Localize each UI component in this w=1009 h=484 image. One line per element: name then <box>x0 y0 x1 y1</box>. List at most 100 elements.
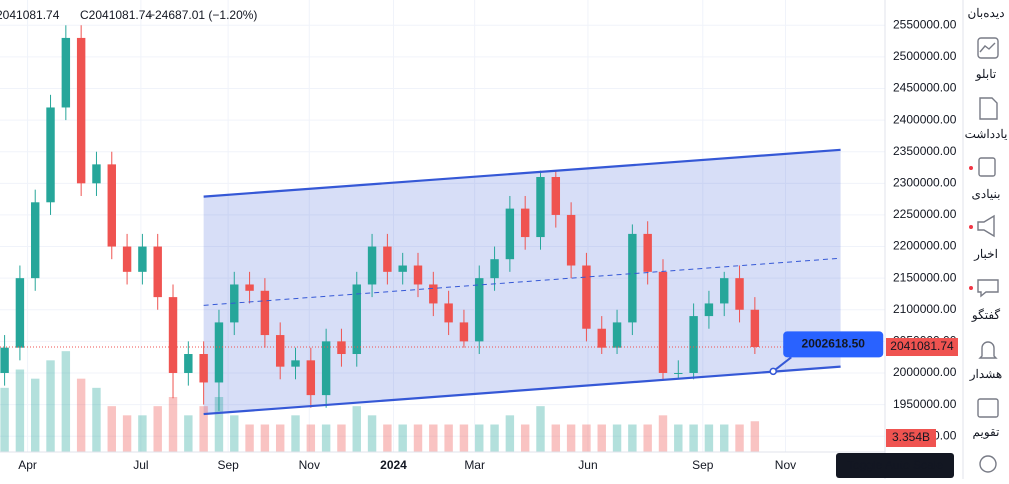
candle-body <box>674 372 683 374</box>
icon[interactable] <box>979 97 998 120</box>
candle-body <box>153 246 162 298</box>
candle-body <box>475 278 484 342</box>
channel-lower <box>203 365 841 416</box>
sidebar-label[interactable]: یادداشت <box>965 127 1008 141</box>
volume-bar <box>612 424 622 452</box>
candle-body <box>76 37 86 184</box>
sidebar-label[interactable]: اخبار <box>973 247 998 261</box>
volume-bar <box>184 415 193 452</box>
volume-bar <box>337 424 346 452</box>
dot <box>969 225 973 229</box>
y-tick-label: 2500000.00 <box>893 49 957 63</box>
volume-bar <box>92 387 101 452</box>
x-tick-label: Mar <box>464 458 485 472</box>
candle-body <box>275 335 285 367</box>
volume-bar <box>750 421 760 452</box>
volume-bar <box>735 424 744 452</box>
candle-body <box>352 284 361 355</box>
volume-bar <box>444 424 453 452</box>
candle-body <box>429 284 438 304</box>
icon[interactable] <box>977 37 999 59</box>
volume-bar <box>275 424 285 452</box>
x-tick-label: Apr <box>18 458 37 472</box>
y-tick-label: 2550000.00 <box>893 17 957 31</box>
tooltip-text: Toggle Auto Scale <box>847 458 943 472</box>
volume-bar <box>291 415 300 452</box>
sidebar-label[interactable]: گفتگو <box>971 308 1001 322</box>
candle-body <box>199 354 208 383</box>
y-tick-label: 2300000.00 <box>893 176 957 190</box>
candle-body <box>459 322 469 342</box>
candle-body <box>168 297 178 373</box>
sidebar-label[interactable]: تابلو <box>975 67 997 81</box>
candle-body <box>306 360 316 396</box>
volume-bar <box>321 424 331 452</box>
candle-body <box>490 259 499 279</box>
icon[interactable] <box>979 455 997 473</box>
volume-bar <box>475 424 484 452</box>
icon[interactable] <box>977 398 999 418</box>
header-value: C2041081.74 <box>80 8 152 22</box>
icon[interactable] <box>977 214 995 238</box>
y-tick-label: 2150000.00 <box>893 270 957 284</box>
volume-bar <box>689 424 698 452</box>
icon[interactable] <box>978 157 996 177</box>
x-tick-label: Jul <box>133 458 148 472</box>
candle-body <box>582 265 591 329</box>
y-tick-label: 1950000.00 <box>893 397 957 411</box>
sidebar-label[interactable]: دیده‌بان <box>967 6 1004 20</box>
candle-body <box>413 265 423 285</box>
candle-body <box>138 246 147 272</box>
volume-bar <box>566 424 576 452</box>
sidebar-label[interactable]: هشدار <box>969 367 1002 381</box>
volume-bar <box>153 406 162 452</box>
candle-body <box>31 202 40 279</box>
last-price-label: 2041081.74 <box>890 339 954 353</box>
y-tick-label: 2100000.00 <box>893 302 957 316</box>
icon[interactable] <box>978 341 998 359</box>
candle-body <box>367 246 377 285</box>
candle-body <box>566 214 576 266</box>
x-tick-label: Nov <box>775 458 796 472</box>
volume-bar <box>520 424 530 452</box>
volume-bar <box>429 424 438 452</box>
volume-bar <box>61 351 71 452</box>
volume-bar <box>597 424 606 452</box>
candle-body <box>46 107 55 203</box>
volume-bar <box>245 424 254 452</box>
sidebar-icons <box>977 37 999 473</box>
y-tick-label: 2250000.00 <box>893 207 957 221</box>
candle-body <box>92 164 101 184</box>
callout-box <box>783 331 884 358</box>
volume-bar <box>199 406 208 452</box>
icon[interactable] <box>977 279 999 298</box>
y-tick-label: 2200000.00 <box>893 239 957 253</box>
tooltip-box <box>836 453 954 478</box>
candle-body <box>321 341 331 396</box>
volume-bar <box>383 424 392 452</box>
x-tick-label: Sep <box>692 458 714 472</box>
volume-bar <box>643 424 652 452</box>
candle-body <box>245 284 254 291</box>
header-value: 2041081.74 <box>0 8 60 22</box>
volume-bar <box>704 424 714 452</box>
callout-label: 2002618.50 <box>802 336 866 350</box>
volume-bar <box>674 424 683 452</box>
notify-dots <box>969 166 973 290</box>
candle-body <box>383 246 392 272</box>
candle-body <box>214 322 224 383</box>
volume-bar <box>138 415 147 452</box>
candle-body <box>122 246 132 272</box>
last-price-box <box>886 338 958 357</box>
sidebar-label[interactable]: تقویم <box>973 425 1000 439</box>
volume-bar <box>367 415 377 452</box>
dot <box>969 286 973 290</box>
dot <box>969 166 973 170</box>
volume-bar <box>352 406 361 452</box>
x-tick-label: Sep <box>217 458 239 472</box>
candle-body <box>536 177 545 238</box>
volume-bar <box>260 424 270 452</box>
sidebar-label[interactable]: بنیادی <box>972 187 1001 201</box>
volume-bar <box>490 424 499 452</box>
volume-bar <box>582 424 591 452</box>
